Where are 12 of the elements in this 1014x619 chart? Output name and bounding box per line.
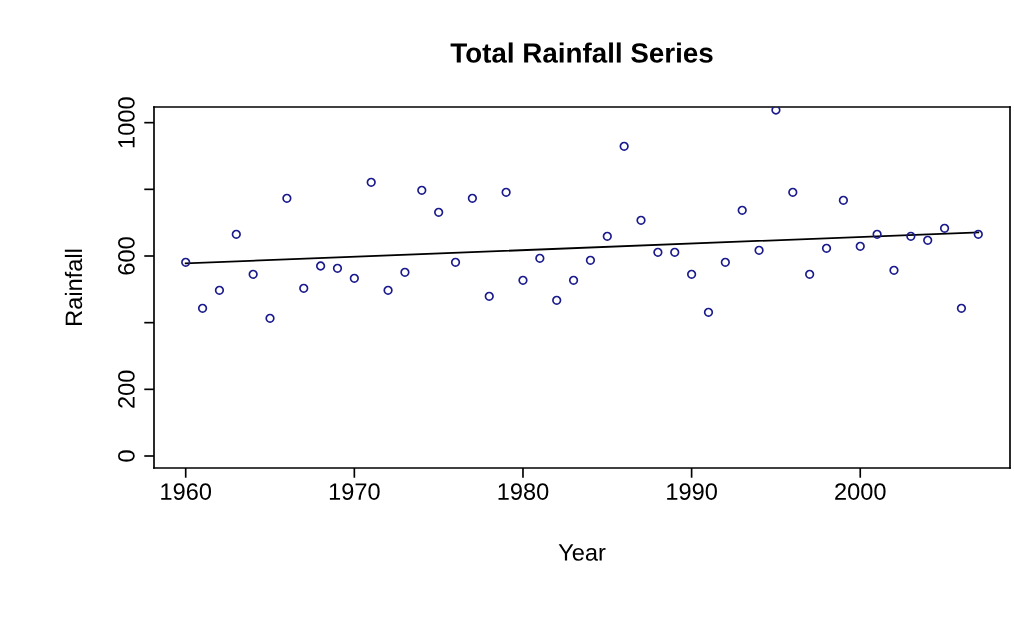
y-tick-label: 1000 [118, 97, 135, 148]
x-tick-label: 1970 [329, 483, 380, 500]
y-tick-label: 600 [118, 237, 135, 275]
chart-title: Total Rainfall Series [450, 42, 713, 63]
x-tick-label: 1990 [667, 483, 717, 500]
y-axis-title: Rainfall [64, 249, 83, 325]
y-tick-label: 0 [118, 450, 135, 462]
x-tick-label: 2000 [835, 483, 886, 500]
x-tick-label: 1980 [498, 483, 549, 500]
y-tick-label: 200 [118, 370, 135, 408]
x-axis-title: Year [558, 544, 606, 561]
x-tick-label: 1960 [161, 483, 212, 500]
